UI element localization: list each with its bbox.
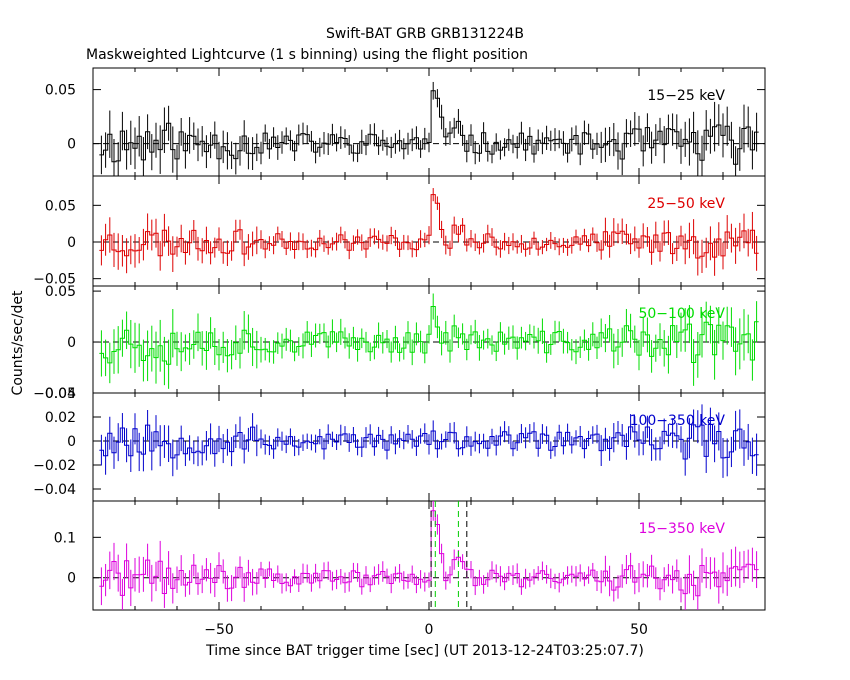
x-axis-label: Time since BAT trigger time [sec] (UT 20…: [205, 643, 644, 659]
y-tick-label: 0.04: [45, 386, 76, 402]
band-label: 15−25 keV: [647, 88, 725, 104]
band-label: 100−350 keV: [630, 413, 726, 429]
y-tick-label: 0.1: [54, 530, 76, 546]
x-tick-label: 50: [630, 622, 648, 638]
y-tick-label: −0.04: [33, 482, 76, 498]
error-bars: [100, 501, 758, 610]
y-tick-label: −0.02: [33, 458, 76, 474]
y-tick-label: 0: [67, 137, 76, 153]
y-tick-label: 0.05: [45, 198, 76, 214]
y-tick-label: 0.05: [45, 83, 76, 99]
lightcurve-15-25: [99, 90, 759, 165]
y-tick-label: −0.05: [33, 386, 76, 402]
band-label: 50−100 keV: [638, 306, 725, 322]
y-tick-label: 0.02: [45, 410, 76, 426]
lightcurve-25-50: [99, 194, 759, 259]
y-tick-label: −0.05: [33, 272, 76, 288]
panel-15-350: 0 0.1 15−350 keV: [54, 500, 766, 611]
chart-subtitle: Maskweighted Lightcurve (1 s binning) us…: [86, 47, 528, 63]
chart-title: Swift-BAT GRB GRB131224B: [326, 26, 524, 42]
y-tick-label: 0: [67, 571, 76, 587]
band-label: 15−350 keV: [638, 521, 725, 537]
y-axis-label: Counts/sec/det: [10, 290, 26, 395]
y-tick-label: 0.05: [45, 284, 76, 300]
band-label: 25−50 keV: [647, 196, 725, 212]
lightcurve-15-350: [99, 510, 759, 597]
x-tick-label: 0: [425, 622, 434, 638]
lightcurve-100-350: [99, 424, 759, 460]
panel-25-50: −0.05 0 0.05 25−50 keV: [33, 175, 766, 288]
y-tick-label: 0: [67, 335, 76, 351]
y-tick-label: 0: [67, 434, 76, 450]
lightcurve-50-100: [99, 306, 759, 365]
y-tick-label: 0: [67, 235, 76, 251]
panel-15-25: 0 0.05 15−25 keV: [45, 67, 766, 177]
panel-50-100: −0.05 0 0.05 50−100 keV: [33, 284, 766, 402]
panel-100-350: −0.04 −0.02 0 0.02 0.04 100−350 keV: [33, 386, 766, 502]
x-tick-label: −50: [204, 622, 234, 638]
x-tick-labels: −50 0 50: [204, 622, 648, 638]
